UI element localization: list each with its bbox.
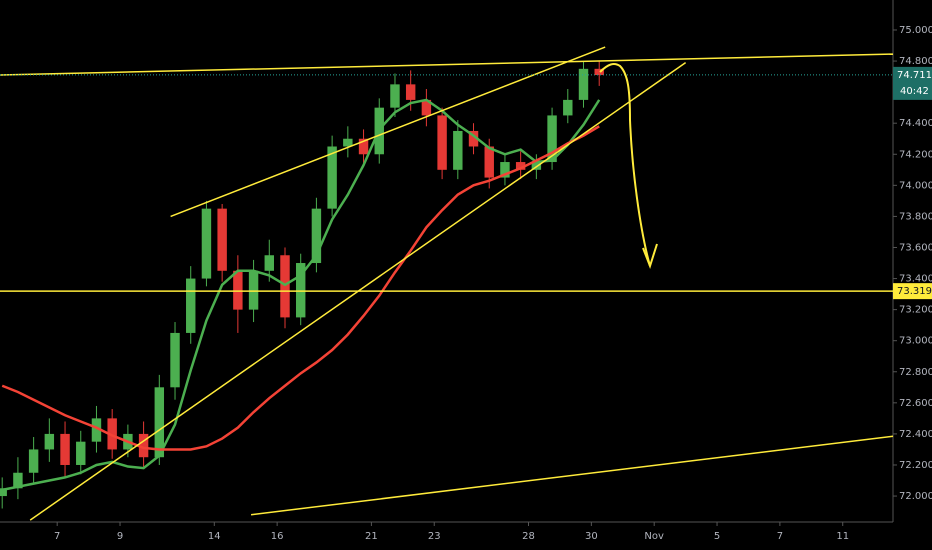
- x-tick-label: 11: [836, 531, 849, 542]
- x-tick-label: 21: [365, 531, 378, 542]
- candle-body: [138, 433, 149, 458]
- axis-area: 72.000 72.200 72.400 72.600 72.800 73.000 73.2…: [54, 25, 932, 542]
- candle-body: [327, 146, 337, 209]
- y-tick-label: 74.000: [899, 180, 932, 191]
- plot-area: [0, 46, 894, 521]
- candle-body: [295, 263, 306, 318]
- candle-body: [28, 449, 39, 473]
- level-label-box: [893, 283, 932, 300]
- last-price-label: 74.711: [897, 70, 932, 81]
- candle-body: [468, 130, 479, 147]
- candle-body: [233, 270, 243, 310]
- candle-body: [515, 162, 526, 170]
- y-tick-label: 75.000: [899, 25, 932, 36]
- candle-body: [201, 208, 212, 279]
- candle-body: [390, 84, 400, 108]
- candle-body: [421, 99, 432, 116]
- x-tick-label: 30: [585, 531, 598, 542]
- moving-average: [1, 125, 600, 451]
- y-tick-label: 72.400: [899, 429, 932, 440]
- candle-body: [217, 208, 227, 271]
- x-tick-label: 9: [117, 531, 123, 542]
- y-tick-label: 72.600: [899, 398, 932, 409]
- candle-body: [107, 418, 117, 450]
- candle-body: [594, 68, 604, 76]
- candle-body: [547, 115, 557, 163]
- last-price-box: [893, 66, 932, 100]
- candle-body: [60, 433, 70, 465]
- candle-body: [186, 278, 196, 333]
- trend-line: [170, 46, 606, 218]
- candle-body: [13, 472, 23, 489]
- countdown-label: 40:42: [900, 86, 929, 97]
- x-tick-label: 7: [777, 531, 783, 542]
- x-tick-label: 14: [208, 531, 221, 542]
- candle-body: [91, 418, 102, 442]
- candle-body: [563, 99, 573, 116]
- candle-body: [358, 138, 369, 155]
- trend-line: [0, 53, 894, 76]
- candle-body: [264, 255, 274, 271]
- candle-body: [170, 332, 180, 388]
- arrow-head: [642, 243, 658, 270]
- candle-body: [44, 433, 55, 450]
- y-tick-label: 73.600: [899, 242, 932, 253]
- y-tick-label: 72.200: [899, 460, 932, 471]
- candle-body: [343, 138, 353, 147]
- candle-body: [311, 208, 322, 264]
- candle-body: [154, 387, 165, 458]
- candle-body: [405, 84, 416, 100]
- candle-body: [76, 441, 86, 465]
- candle-body: [248, 270, 259, 310]
- x-tick-label: 16: [271, 531, 284, 542]
- candle-body: [453, 130, 463, 170]
- y-tick-label: 74.400: [899, 118, 932, 129]
- x-tick-label: 28: [522, 531, 535, 542]
- moving-average: [1, 98, 601, 492]
- candle-body: [0, 488, 7, 497]
- x-tick-label: 7: [54, 531, 60, 542]
- candle-body: [578, 68, 589, 100]
- candle-body: [437, 115, 447, 170]
- candle-body: [500, 162, 510, 178]
- x-tick-label: 5: [714, 531, 720, 542]
- y-tick-label: 73.400: [899, 274, 932, 285]
- x-tick-label: 23: [428, 531, 441, 542]
- candle-body: [484, 146, 494, 178]
- level-label: 73.319: [897, 286, 932, 297]
- candle-body: [280, 255, 290, 318]
- x-tick-label: Nov: [644, 531, 664, 542]
- y-tick-label: 73.800: [899, 211, 932, 222]
- y-tick-label: 73.200: [899, 305, 932, 316]
- y-tick-label: 72.000: [899, 491, 932, 502]
- y-tick-label: 74.200: [899, 149, 932, 160]
- y-tick-label: 74.800: [899, 56, 932, 67]
- trend-line: [250, 435, 894, 516]
- y-tick-label: 73.000: [899, 336, 932, 347]
- freehand-arrow: [599, 63, 651, 267]
- y-tick-label: 72.800: [899, 367, 932, 378]
